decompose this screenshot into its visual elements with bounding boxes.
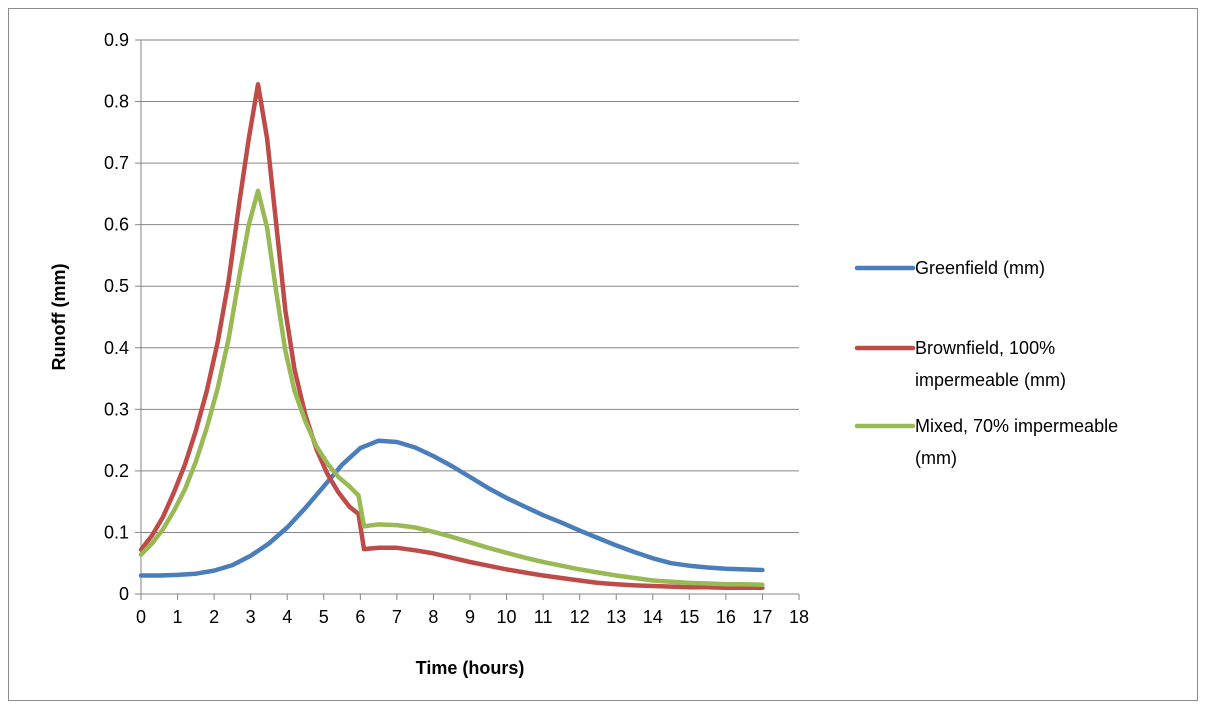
x-tick-label: 9	[465, 607, 475, 627]
series-lines	[138, 82, 765, 591]
y-tick-label: 0.9	[104, 30, 129, 50]
y-tick-label: 0.5	[104, 276, 129, 296]
legend-label-2: Brownfield, 100%	[915, 338, 1055, 358]
x-tick-label: 17	[752, 607, 772, 627]
x-tick-label: 4	[282, 607, 292, 627]
x-tick-label: 15	[679, 607, 699, 627]
x-tick-label: 5	[319, 607, 329, 627]
x-tick-label: 7	[392, 607, 402, 627]
legend-label-3: (mm)	[915, 448, 957, 468]
x-tick-label: 12	[570, 607, 590, 627]
x-tick-label: 11	[534, 607, 553, 627]
y-tick-labels: 0 0.1 0.2 0.3 0.4 0.5 0.6 0.7 0.8 0.9	[104, 30, 129, 604]
y-tick-label: 0.2	[104, 461, 129, 481]
series-line-3	[138, 188, 765, 588]
legend-label-1: Greenfield (mm)	[915, 258, 1045, 278]
x-tick-label: 6	[355, 607, 365, 627]
y-tick-label: 0	[119, 584, 129, 604]
y-tick-label: 0.1	[104, 522, 129, 542]
legend-label-3: Mixed, 70% impermeable	[915, 416, 1118, 436]
x-axis-title: Time (hours)	[416, 658, 525, 678]
y-tick-label: 0.7	[104, 153, 129, 173]
x-tick-label: 8	[428, 607, 438, 627]
legend-label-2: impermeable (mm)	[915, 370, 1066, 390]
x-tick-label: 14	[643, 607, 663, 627]
series-line-1	[138, 438, 765, 578]
x-tick-label: 0	[136, 607, 146, 627]
y-tick-label: 0.3	[104, 399, 129, 419]
x-tick-label: 16	[716, 607, 736, 627]
x-tick-label: 13	[606, 607, 626, 627]
y-tick-label: 0.8	[104, 92, 129, 112]
y-axis-title: Runoff (mm)	[49, 264, 69, 371]
y-tick-label: 0.4	[104, 338, 129, 358]
x-tick-label: 18	[789, 607, 809, 627]
x-tick-label: 3	[246, 607, 256, 627]
legend: Greenfield (mm) Brownfield, 100% impermeab…	[854, 258, 1118, 468]
axes	[135, 39, 800, 600]
series-line-2	[138, 82, 765, 591]
x-tick-label: 2	[209, 607, 219, 627]
x-tick-label: 10	[497, 607, 517, 627]
x-tick-labels: 0 1 2 3 4 5 6 7 8 9 10 11 12 13 14 15 16 17 18	[136, 607, 809, 627]
x-tick-label: 1	[173, 607, 183, 627]
y-tick-label: 0.6	[104, 215, 129, 235]
